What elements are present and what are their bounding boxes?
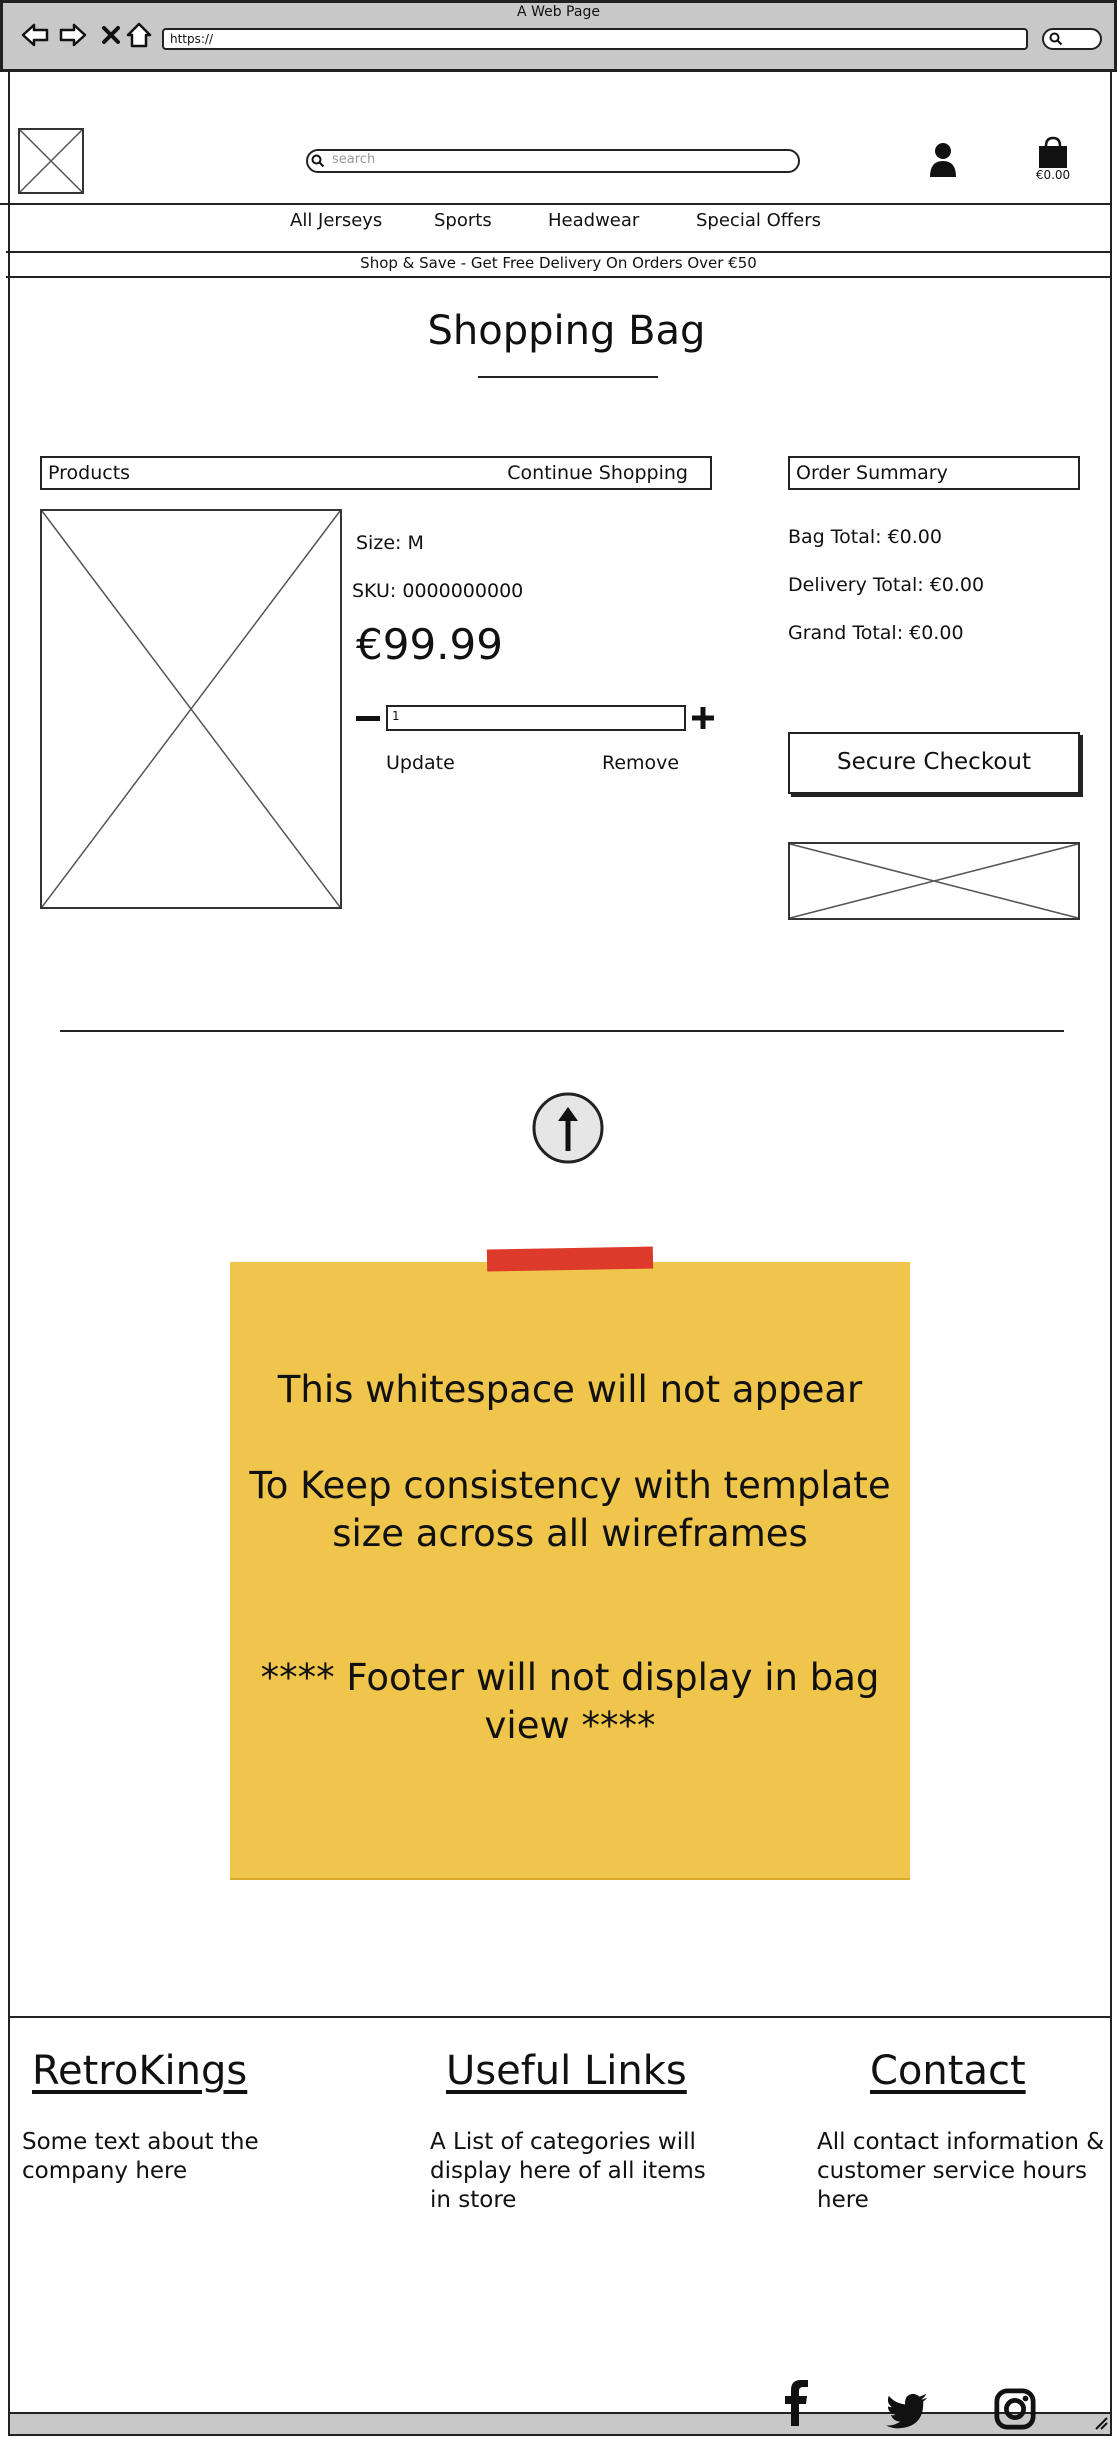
footer-title-contact: Contact: [870, 2048, 1026, 2094]
grand-total: Grand Total: €0.00: [788, 622, 964, 644]
nav-headwear[interactable]: Headwear: [548, 210, 640, 231]
footer-text-line: customer service hours: [817, 2158, 1087, 2184]
products-header: Products Continue Shopping: [40, 456, 712, 490]
note-tape: [486, 1246, 654, 1272]
promo-banner: Shop & Save - Get Free Delivery On Order…: [360, 254, 757, 272]
promo-divider: [6, 276, 1112, 278]
footer-text-line: Some text about the: [22, 2129, 259, 2155]
note-line-2: To Keep consistency with template: [249, 1464, 891, 1507]
continue-shopping-link[interactable]: Continue Shopping: [507, 462, 688, 484]
facebook-icon[interactable]: [775, 2380, 817, 2426]
footer-text-line: A List of categories will: [430, 2129, 696, 2155]
note-line-3: size across all wireframes: [332, 1512, 808, 1555]
product-image[interactable]: [40, 509, 342, 909]
twitter-icon[interactable]: [886, 2388, 928, 2434]
header-divider: [0, 203, 1112, 205]
note-line-5: view ****: [484, 1704, 656, 1747]
page-title: Shopping Bag: [427, 308, 706, 354]
product-price: €99.99: [356, 620, 503, 669]
title-underline: [478, 376, 658, 378]
footer-text-line: All contact information &: [817, 2129, 1105, 2155]
product-sku: SKU: 0000000000: [352, 580, 524, 602]
user-icon[interactable]: [928, 142, 958, 178]
footer-title-brand: RetroKings: [32, 2048, 248, 2094]
footer-about-text: Some text about the company here: [22, 2128, 259, 2186]
browser-search-button[interactable]: [1042, 28, 1102, 50]
instagram-icon[interactable]: [994, 2386, 1036, 2432]
bag-total: Bag Total: €0.00: [788, 526, 942, 548]
nav-special-offers[interactable]: Special Offers: [696, 210, 821, 231]
forward-icon[interactable]: [58, 20, 88, 50]
stop-icon[interactable]: [96, 20, 126, 50]
bottom-bar: [8, 2412, 1112, 2436]
footer-text-line: display here of all items: [430, 2158, 706, 2184]
secure-checkout-button[interactable]: Secure Checkout: [788, 732, 1080, 794]
remove-link[interactable]: Remove: [602, 752, 680, 774]
products-label: Products: [48, 462, 131, 484]
footer-contact-text: All contact information & customer servi…: [817, 2128, 1104, 2215]
note-line-4: **** Footer will not display in bag: [260, 1656, 880, 1699]
footer-title-links: Useful Links: [446, 2048, 687, 2094]
search-icon: [311, 154, 325, 168]
window-title: A Web Page: [517, 4, 600, 20]
order-summary-header: Order Summary: [788, 456, 1080, 490]
back-icon[interactable]: [20, 20, 50, 50]
search-icon: [1049, 32, 1063, 46]
decrement-button[interactable]: [356, 716, 380, 721]
resize-grip-icon[interactable]: [1094, 2416, 1108, 2430]
delivery-total: Delivery Total: €0.00: [788, 574, 985, 596]
footer-links-text: A List of categories will display here o…: [430, 2128, 706, 2215]
footer-text-line: in store: [430, 2187, 517, 2213]
footer-divider: [8, 2016, 1112, 2018]
sticky-note: This whitespace will not appear To Keep …: [230, 1262, 910, 1878]
back-to-top-button[interactable]: [531, 1091, 605, 1165]
footer-text-line: company here: [22, 2158, 188, 2184]
nav-divider: [6, 251, 1112, 253]
product-size: Size: M: [356, 532, 424, 554]
section-divider: [60, 1030, 1064, 1032]
url-bar[interactable]: https://: [162, 28, 1028, 50]
quantity-input[interactable]: 1: [386, 705, 686, 731]
nav-all-jerseys[interactable]: All Jerseys: [290, 210, 383, 231]
footer-text-line: here: [817, 2187, 869, 2213]
shopping-bag-icon[interactable]: [1036, 136, 1070, 174]
home-icon[interactable]: [124, 20, 154, 50]
increment-button[interactable]: [690, 705, 716, 731]
note-line-1: This whitespace will not appear: [277, 1368, 863, 1411]
nav-sports[interactable]: Sports: [434, 210, 492, 231]
bag-total-badge[interactable]: €0.00: [1035, 168, 1071, 182]
update-link[interactable]: Update: [386, 752, 455, 774]
site-logo[interactable]: [18, 128, 84, 194]
site-search-input[interactable]: search: [306, 149, 800, 173]
payment-image: [788, 842, 1080, 920]
page-frame: [8, 72, 1112, 2412]
